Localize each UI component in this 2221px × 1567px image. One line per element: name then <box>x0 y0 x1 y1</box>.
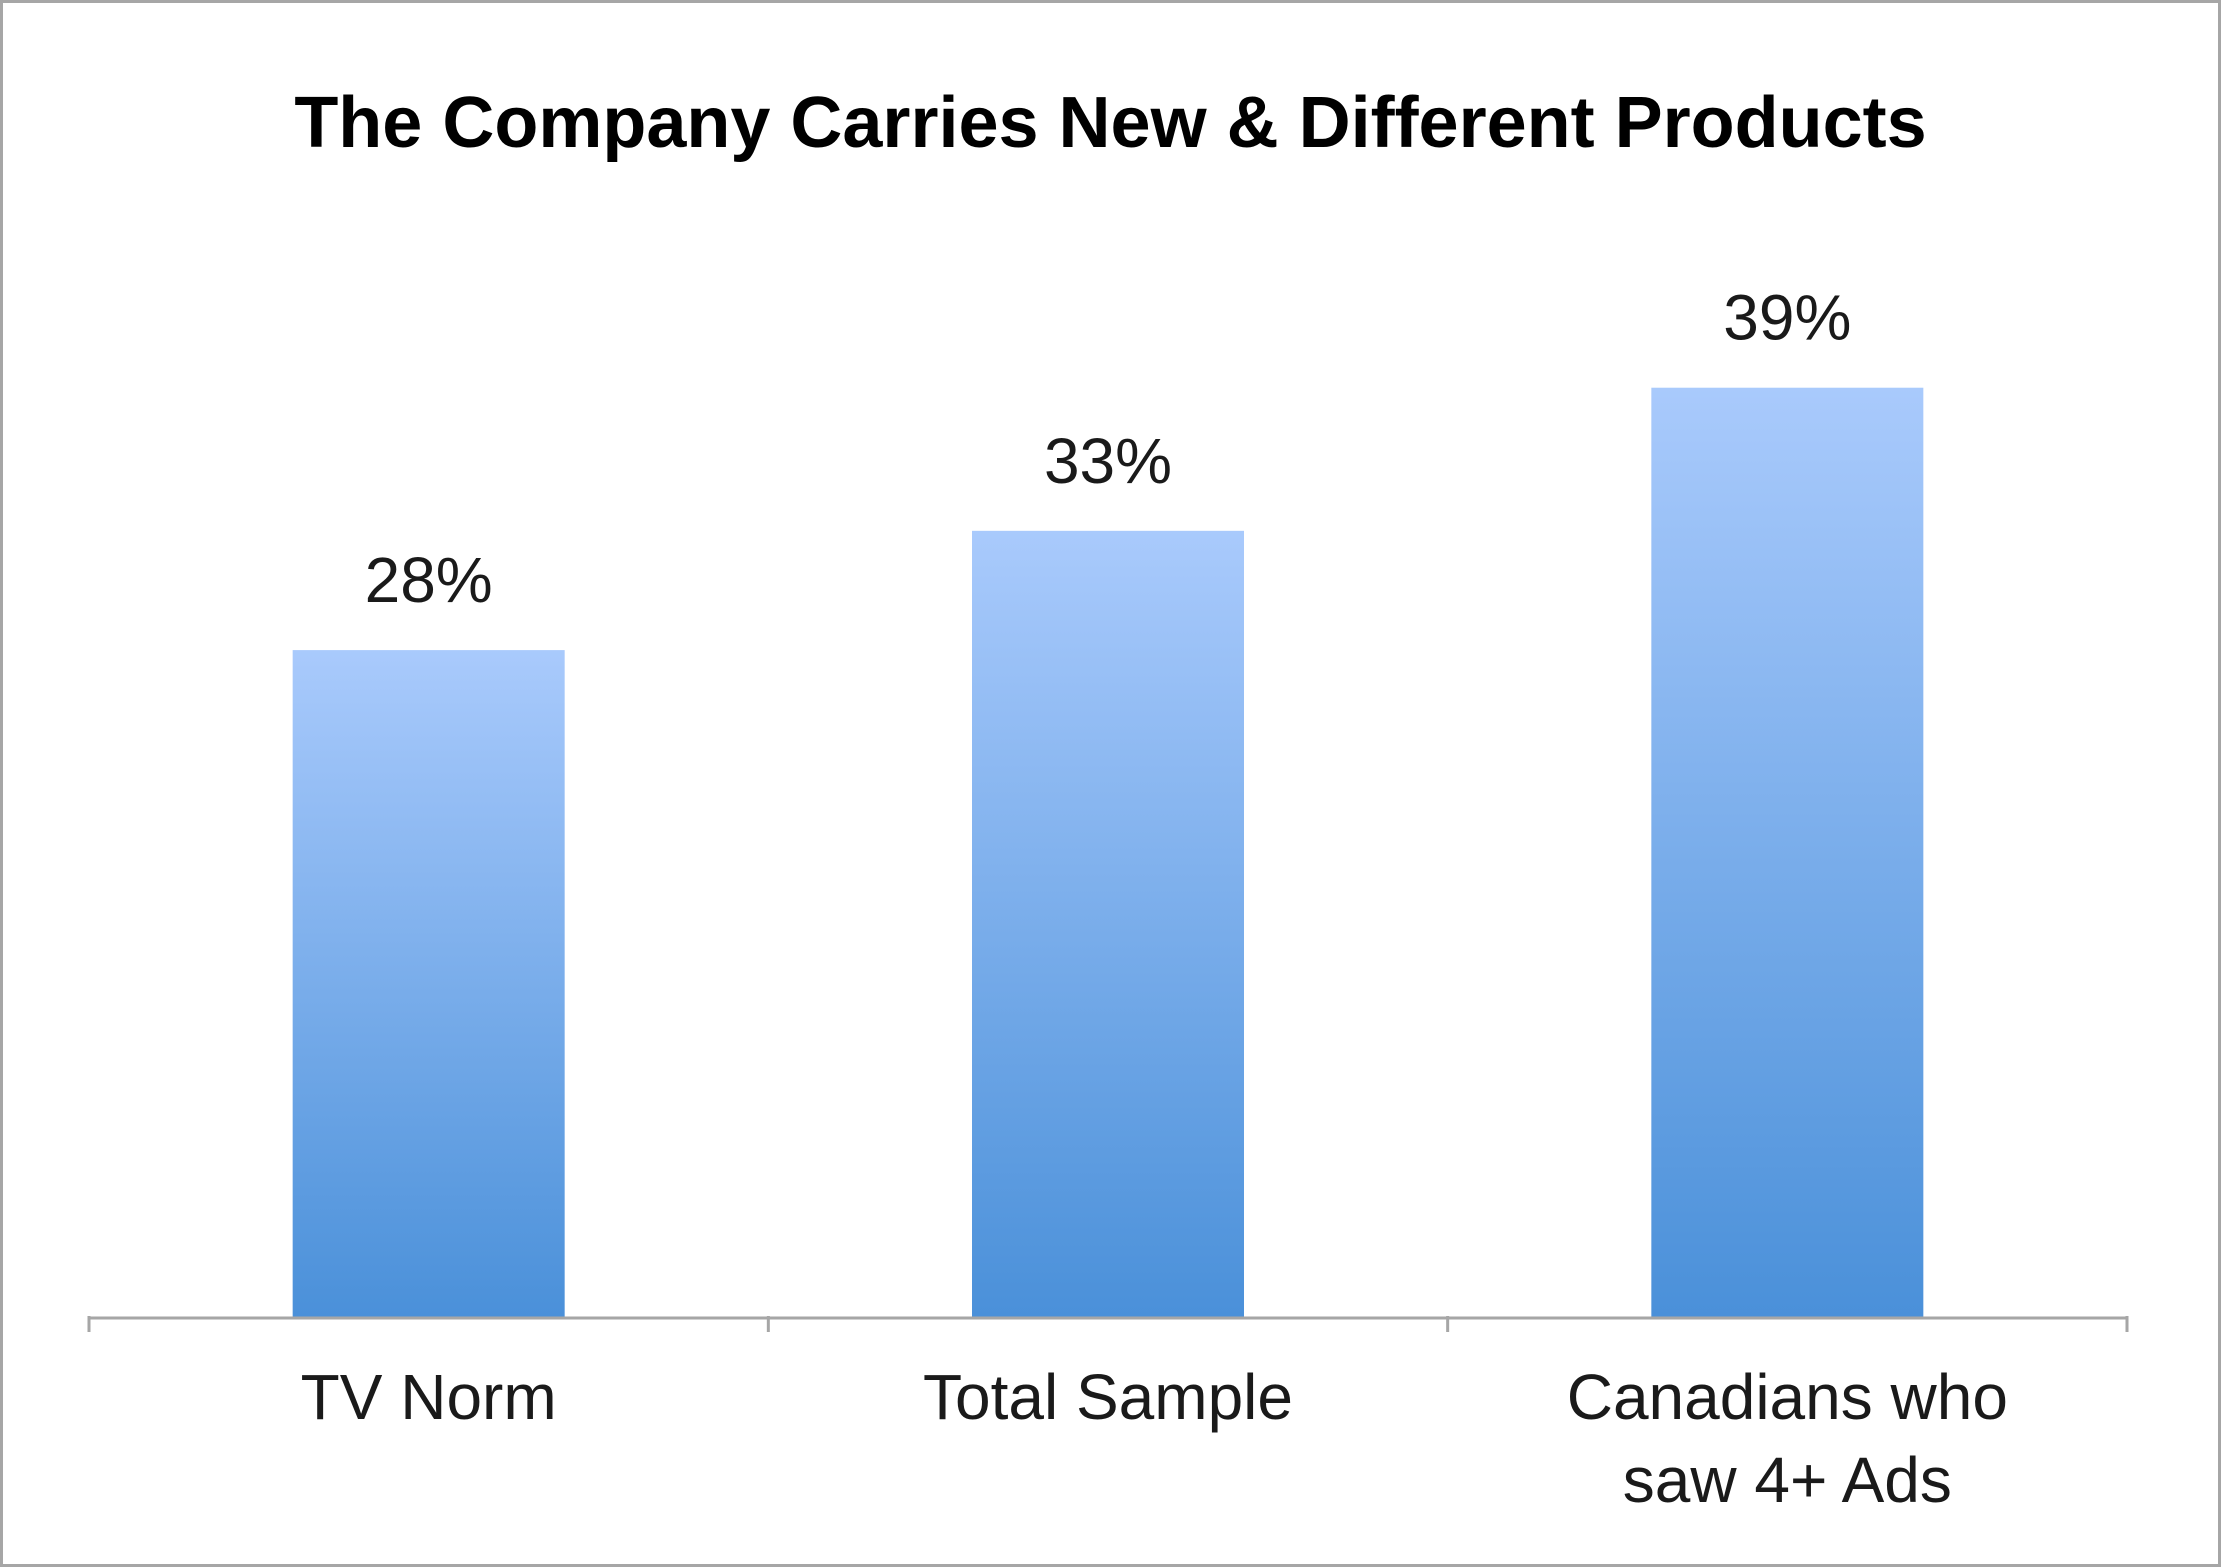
x-axis <box>87 1316 2129 1332</box>
category-tick-label: Total Sample <box>923 1361 1293 1433</box>
category-tick-label: TV Norm <box>301 1361 557 1433</box>
chart-title: The Company Carries New & Different Prod… <box>294 83 1927 163</box>
bar <box>1651 387 1924 1319</box>
data-label: 33% <box>1044 425 1172 497</box>
category-tick-label: Canadians who saw 4+ Ads <box>1567 1361 2008 1516</box>
category-tick-label-line: saw 4+ Ads <box>1623 1444 1952 1516</box>
category-tick-label-line: Total Sample <box>923 1361 1293 1433</box>
category-tick-label-line: Canadians who <box>1567 1361 2008 1433</box>
category-tick-label-line: TV Norm <box>301 1361 557 1433</box>
labels-group: 28% TV Norm 33% Total Sample 39% Canadians wh… <box>301 282 2008 1516</box>
bars-group <box>292 387 1924 1319</box>
data-label: 39% <box>1723 282 1851 354</box>
bar <box>292 650 565 1318</box>
bar <box>972 530 1244 1318</box>
data-label: 28% <box>365 544 493 616</box>
